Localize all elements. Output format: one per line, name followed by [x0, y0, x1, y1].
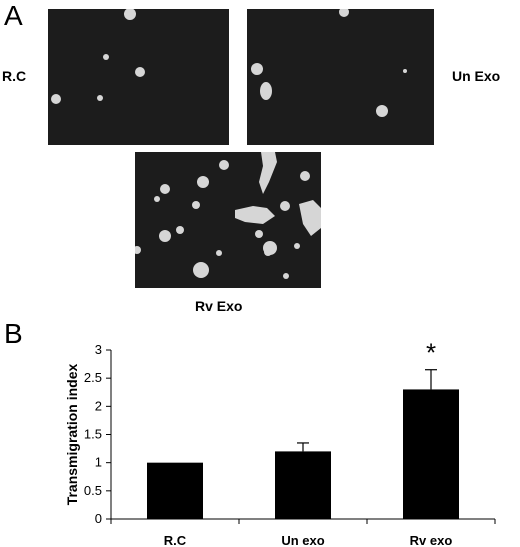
y-axis-label: Transmigration index — [64, 363, 80, 505]
y-tick-label: 1 — [95, 455, 102, 470]
y-tick-label: 1.5 — [84, 427, 102, 442]
y-tick-label: 0.5 — [84, 483, 102, 498]
panel-a-letter: A — [4, 0, 23, 31]
y-tick-label: 3 — [95, 342, 102, 357]
micrograph-rv-exo — [135, 152, 321, 288]
significance-marker: * — [426, 338, 436, 368]
label-rc: R.C — [2, 68, 27, 84]
bar-chart: 0 0.5 1 1.5 2 2.5 3 Transmigration index R.C Un e… — [64, 338, 496, 547]
bar — [403, 389, 459, 519]
y-tick-label: 0 — [95, 511, 102, 526]
y-tick-label: 2 — [95, 398, 102, 413]
micrograph-un-exo-cells — [251, 9, 407, 117]
bar — [275, 451, 331, 519]
label-rv-exo: Rv Exo — [195, 298, 243, 314]
micrograph-un-exo — [247, 9, 434, 145]
label-un-exo: Un Exo — [452, 68, 501, 84]
panel-b-letter: B — [4, 318, 23, 349]
micrograph-rv-exo-cells — [135, 152, 321, 279]
x-category-label: Rv exo — [410, 533, 453, 547]
y-tick-label: 2.5 — [84, 370, 102, 385]
bar — [147, 462, 203, 519]
x-category-label: Un exo — [281, 533, 324, 547]
micrograph-rc-cells — [51, 9, 145, 104]
micrograph-rc — [48, 9, 229, 145]
x-category-label: R.C — [164, 533, 187, 547]
